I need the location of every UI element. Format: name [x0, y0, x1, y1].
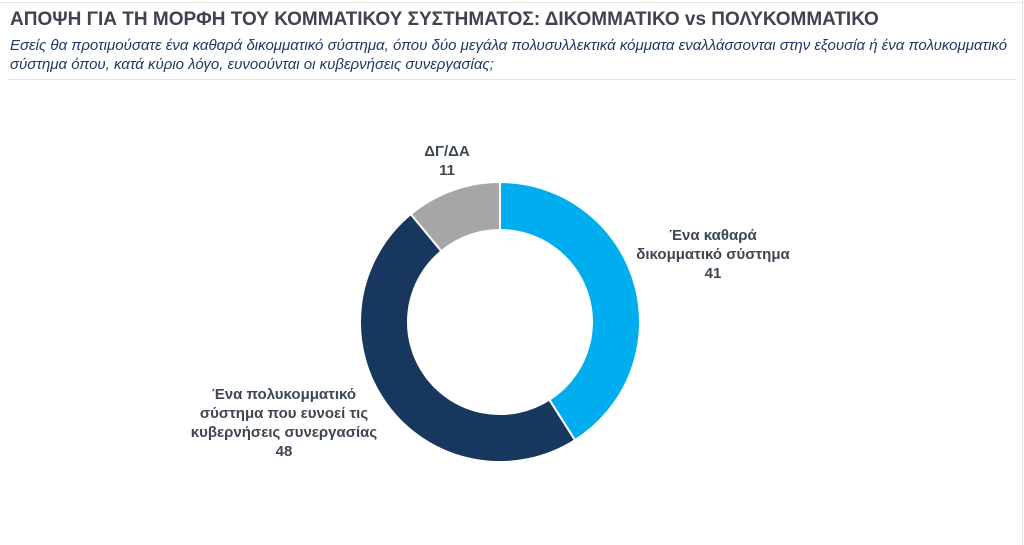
- label-multi-party: Ένα πολυκομματικό σύστημα που ευνοεί τις…: [184, 385, 384, 461]
- label-dgda-value: 11: [439, 162, 455, 179]
- slide-top-border: [0, 2, 1024, 3]
- header-separator: [8, 79, 1016, 80]
- chart-question: Εσείς θα προτιμούσατε ένα καθαρά δικομμα…: [10, 37, 1008, 73]
- label-two-party-line2: δικομματικό σύστημα: [636, 246, 790, 263]
- donut-slice-2: [409, 181, 501, 253]
- donut-slice-1: [359, 213, 577, 463]
- label-multi-party-line2: σύστημα που ευνοεί τις: [199, 405, 369, 422]
- label-multi-party-value: 48: [275, 443, 293, 460]
- label-two-party: Ένα καθαρά δικομματικό σύστημα 41: [613, 226, 813, 283]
- donut-slice-0: [499, 181, 641, 442]
- donut-chart: [359, 181, 641, 463]
- slide-right-border: [1022, 0, 1023, 545]
- label-dgda-text: ΔΓ/ΔΑ: [424, 143, 470, 160]
- chart-title: ΑΠΟΨΗ ΓΙΑ ΤΗ ΜΟΡΦΗ ΤΟΥ ΚΟΜΜΑΤΙΚΟΥ ΣΥΣΤΗΜ…: [10, 9, 879, 30]
- label-two-party-value: 41: [704, 265, 722, 282]
- label-multi-party-line1: Ένα πολυκομματικό: [211, 386, 357, 403]
- label-two-party-line1: Ένα καθαρά: [669, 227, 757, 244]
- label-dgda: ΔΓ/ΔΑ 11: [387, 142, 507, 180]
- label-multi-party-line3: κυβερνήσεις συνεργασίας: [190, 424, 378, 441]
